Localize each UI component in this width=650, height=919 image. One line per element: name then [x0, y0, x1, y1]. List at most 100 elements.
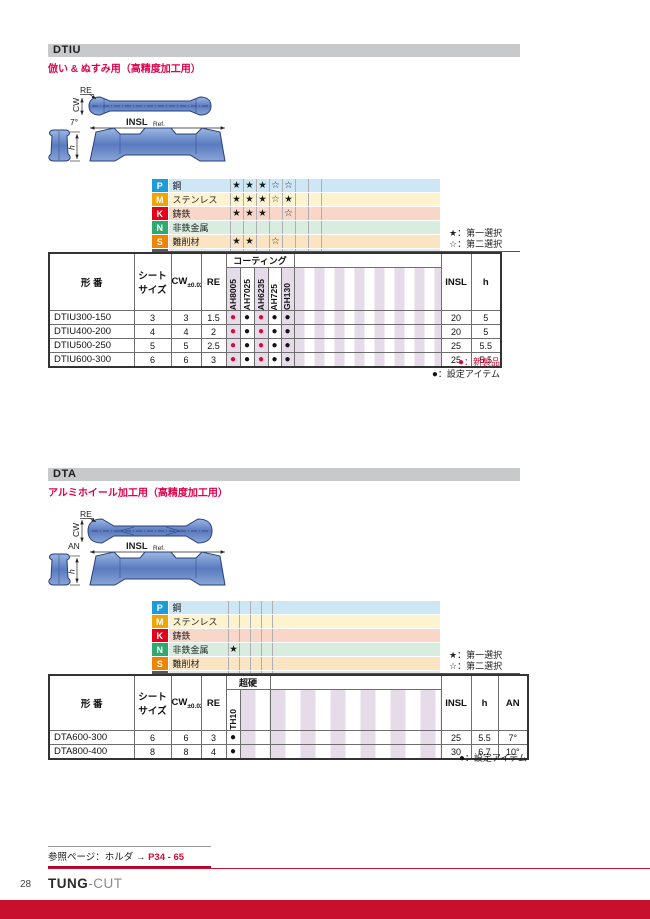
rating-cell [255, 220, 269, 235]
selection-legend: ★：第一選択 ☆：第二選択 [449, 650, 502, 672]
grade-availability-cell: ● [253, 352, 269, 368]
grade-availability-cell: ● [253, 310, 269, 325]
dim-label-insl: INSL [126, 117, 148, 128]
filler-header [293, 252, 442, 268]
column-header-cw: CW±0.02 [170, 674, 202, 731]
section-title-bar: DTA [48, 468, 520, 481]
rating-cell: ★ [242, 179, 256, 193]
rating-cell [260, 642, 272, 657]
material-name: 鋼 [168, 601, 228, 615]
grade-availability-cell: ● [280, 352, 295, 368]
rating-cell [249, 656, 261, 671]
filler-header [269, 674, 442, 690]
grade-header: AH8005 [225, 267, 241, 311]
seat-size-value: 5 [133, 338, 172, 353]
rating-cell [238, 642, 250, 657]
rating-cell [281, 234, 295, 249]
grade-availability-cell: ● [225, 324, 241, 339]
material-name: 鋳鉄 [168, 206, 230, 221]
material-code-badge: S [152, 656, 169, 671]
rating-cell [238, 628, 250, 643]
grade-availability-cell: ● [239, 352, 255, 368]
availability-dot: ● [257, 312, 265, 323]
rating-filler [320, 220, 440, 235]
availability-dot: ● [284, 326, 291, 337]
availability-dot: ● [271, 312, 278, 323]
column-header-h: h [470, 674, 499, 731]
material-code-badge: M [152, 614, 169, 629]
rating-cell [238, 614, 250, 629]
footer-accent-bar [0, 900, 650, 919]
seat-size-value: 4 [133, 324, 172, 339]
rating-cell [294, 234, 308, 249]
h-value: 5 [470, 310, 502, 325]
material-row: N 非鉄金属 [152, 220, 440, 235]
model-number: DTIU300-150 [48, 310, 135, 325]
rating-cell: ☆ [281, 179, 295, 193]
material-code-badge: P [152, 179, 169, 193]
availability-dot: ● [257, 326, 265, 337]
seat-size-value: 8 [133, 744, 172, 760]
section-title: DTIU [53, 44, 82, 56]
an-value: 10° [497, 744, 529, 760]
grade-availability-cell: ● [239, 324, 255, 339]
insert-side-view [89, 127, 226, 162]
model-number: DTIU600-300 [48, 352, 135, 368]
material-name: 鋳鉄 [168, 628, 228, 643]
availability-dot: ● [243, 340, 251, 351]
model-number: DTIU400-200 [48, 324, 135, 339]
rating-cell [227, 628, 239, 643]
section-subtitle: アルミホイール加工用（高精度加工用） [48, 488, 228, 499]
grade-group-header: コーティング [225, 252, 295, 268]
column-header-insl: INSL [440, 252, 472, 311]
column-header-insl: INSL [440, 674, 472, 731]
seat-size-value: 3 [133, 310, 172, 325]
material-row: K 鋳鉄 ★ ★ ★ ☆ [152, 206, 440, 221]
rating-cell: ★ [227, 642, 239, 657]
material-name: ステンレス [168, 614, 228, 629]
re-value: 2 [200, 324, 227, 339]
availability-dot: ● [229, 326, 237, 337]
rating-cell: ★ [255, 192, 269, 207]
dim-label-ref: Ref. [153, 545, 165, 552]
filler-stripes [239, 744, 271, 760]
dot-legend: ●：新製品 ●：設定アイテム [330, 357, 500, 381]
insl-value: 25 [440, 338, 472, 353]
availability-dot: ● [243, 312, 251, 323]
material-row: P 鋼 ★ ★ ★ ☆ ☆ [152, 179, 440, 193]
dim-label-insl: INSL [126, 541, 148, 552]
insert-diagram: RE CW 7° INSL Ref. h [48, 85, 226, 162]
section-title: DTA [53, 468, 77, 480]
column-header-an: AN [497, 674, 529, 731]
rating-cell [294, 179, 308, 193]
insert-side-view [89, 551, 226, 586]
reference-label: 参照ページ：ホルダ → [48, 852, 146, 863]
first-choice-legend: ★：第一選択 [449, 650, 503, 660]
material-table-baseline [152, 251, 520, 252]
material-table-baseline [152, 673, 520, 674]
rating-cell: ★ [242, 234, 256, 249]
cw-value: 6 [170, 352, 202, 368]
product-row: DTA600-300 6 6 3 ● 25 5.5 7° [48, 730, 529, 745]
standard-item-legend: ●：設定アイテム [431, 369, 500, 380]
column-header-model: 形 番 [48, 252, 135, 311]
rating-filler [320, 179, 440, 193]
rating-cell: ★ [229, 192, 243, 207]
material-code-badge: S [152, 234, 169, 249]
availability-dot: ● [271, 354, 278, 365]
rating-cell [238, 656, 250, 671]
rating-cell [227, 614, 239, 629]
rating-cell [307, 234, 321, 249]
material-name: 非鉄金属 [168, 642, 228, 657]
model-number: DTIU500-250 [48, 338, 135, 353]
rating-cell: ★ [229, 179, 243, 193]
availability-dot: ● [229, 312, 237, 323]
material-row: K 鋳鉄 [152, 628, 440, 643]
grade-availability-cell: ● [225, 730, 241, 745]
availability-dot: ● [257, 340, 265, 351]
grade-header: TH10 [225, 689, 241, 731]
grade-availability-cell: ● [267, 338, 282, 353]
section-title-bar: DTIU [48, 44, 520, 57]
standard-item-dot: ● [431, 369, 438, 380]
product-row: DTIU500-250 5 5 2.5 ● ● ● ● ● 25 5.5 [48, 338, 502, 353]
